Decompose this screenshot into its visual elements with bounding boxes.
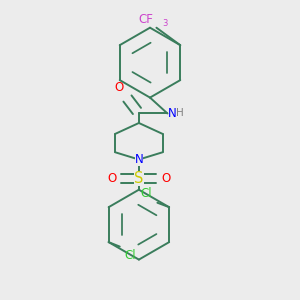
Text: CF: CF <box>138 13 153 26</box>
Text: O: O <box>107 172 117 185</box>
Text: S: S <box>134 171 144 186</box>
Text: O: O <box>161 172 170 185</box>
Text: O: O <box>115 81 124 94</box>
Text: 3: 3 <box>162 19 167 28</box>
Text: Cl: Cl <box>124 249 136 262</box>
Text: N: N <box>167 107 176 120</box>
Text: N: N <box>134 153 143 166</box>
Text: H: H <box>176 109 184 118</box>
Text: Cl: Cl <box>140 187 152 200</box>
